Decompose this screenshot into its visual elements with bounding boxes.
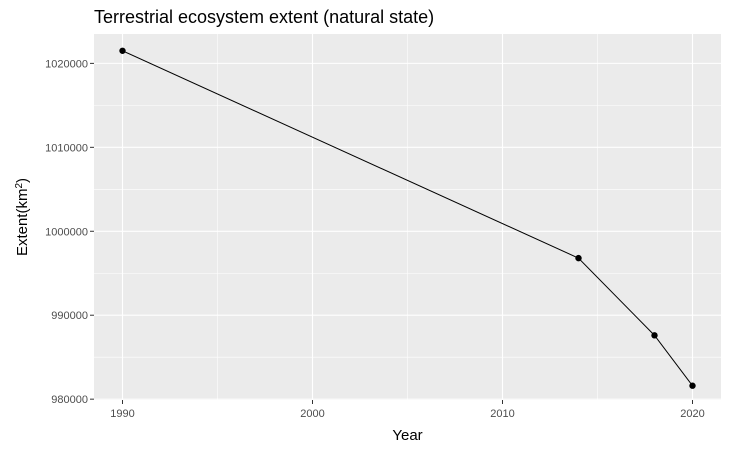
- y-tick-label: 1000000: [45, 226, 88, 238]
- y-axis-title: Extent(km2): [14, 178, 32, 256]
- x-tick-label: 1990: [110, 408, 134, 420]
- x-axis-tick-labels: 1990 2000 2010 2020: [110, 408, 704, 420]
- y-tick-label: 1020000: [45, 58, 88, 70]
- x-tick-label: 2020: [680, 408, 704, 420]
- major-gridlines: [94, 34, 721, 400]
- data-point: [119, 47, 126, 54]
- data-point: [575, 254, 582, 262]
- x-axis-title: Year: [392, 427, 422, 444]
- data-point: [689, 382, 696, 389]
- y-axis-tick-labels: 980000 990000 1000000 1010000 1020000: [45, 58, 88, 406]
- y-axis-title-unit: (km: [14, 189, 31, 214]
- axis-ticks: [90, 62, 693, 404]
- y-tick-label: 1010000: [45, 142, 88, 154]
- y-tick-label: 990000: [51, 310, 88, 322]
- chart-title: Terrestrial ecosystem extent (natural st…: [94, 7, 434, 27]
- x-tick-label: 2010: [490, 408, 514, 420]
- y-tick-label: 980000: [51, 394, 88, 406]
- series-line: [122, 50, 693, 387]
- y-axis-title-main: Extent: [14, 213, 31, 256]
- data-point: [651, 332, 658, 339]
- series-points: [119, 47, 696, 389]
- y-axis-title-unit-close: ): [14, 178, 31, 183]
- x-tick-label: 2000: [300, 408, 324, 420]
- y-axis-title-unit-superscript: 2: [14, 183, 25, 189]
- minor-gridlines: [94, 34, 721, 400]
